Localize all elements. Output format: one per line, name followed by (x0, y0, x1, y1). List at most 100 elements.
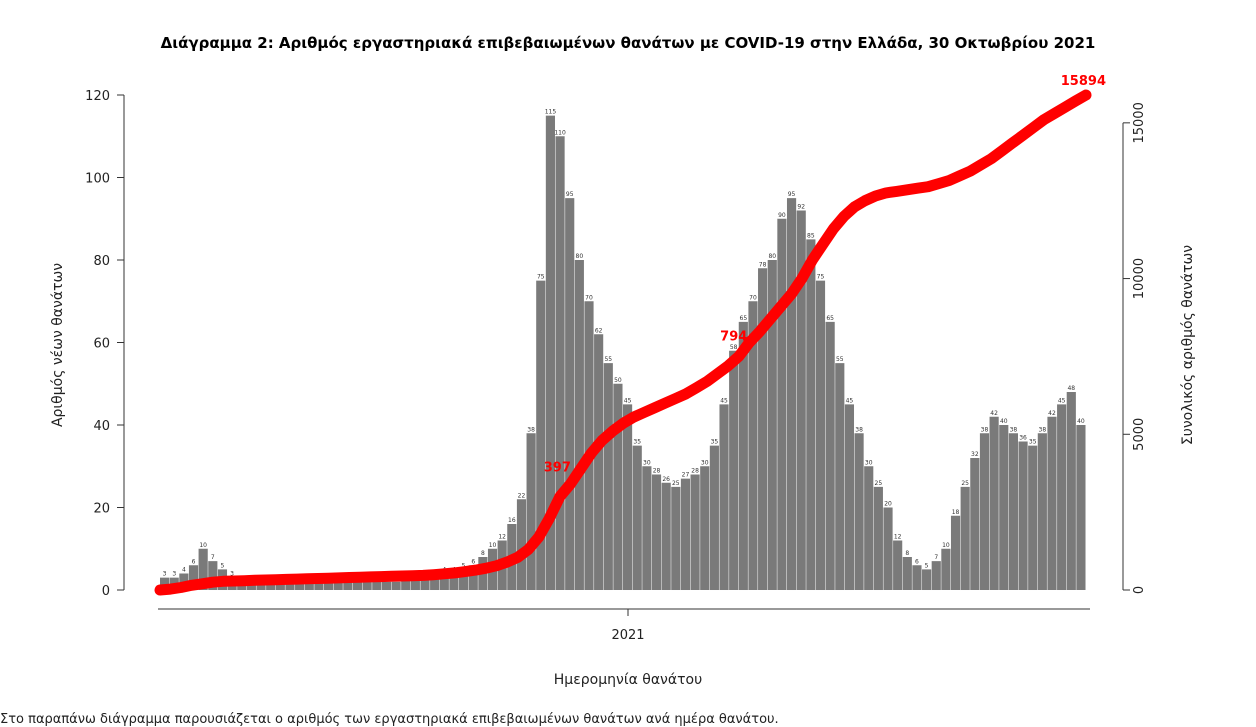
bar (709, 445, 719, 591)
bar (391, 581, 401, 590)
bar-value-label: 35 (1029, 439, 1037, 446)
bar (449, 573, 459, 590)
bar (777, 218, 787, 590)
bar (314, 581, 324, 590)
y-right-tick-label: 5000 (1132, 418, 1147, 451)
bar (333, 581, 343, 590)
bar (902, 557, 912, 590)
bar-value-label: 55 (836, 356, 844, 363)
bar (661, 482, 671, 590)
bar-value-label: 45 (1058, 397, 1066, 404)
y-axis-left-label: Αριθμός νέων θανάτων (50, 263, 66, 427)
bar (873, 486, 883, 591)
bar-value-label: 65 (740, 315, 748, 322)
bar-value-label: 25 (672, 480, 680, 487)
x-axis-label: Ημερομηνία θανάτου (554, 672, 702, 688)
bar-value-label: 16 (508, 517, 516, 524)
bar (266, 581, 276, 590)
y-left-tick-label: 40 (93, 419, 110, 434)
bar (285, 581, 295, 590)
bar (1037, 433, 1047, 590)
bar-value-label: 3 (230, 571, 234, 578)
bar-value-label: 38 (1010, 426, 1018, 433)
bar (815, 280, 826, 591)
bar-value-label: 38 (981, 426, 989, 433)
bar (410, 577, 420, 591)
bar-value-label: 90 (778, 212, 786, 219)
bar-value-label: 38 (527, 426, 535, 433)
bar (459, 569, 469, 591)
bar (343, 581, 353, 590)
bar-value-label: 70 (585, 294, 593, 301)
bar (825, 321, 835, 591)
bar (584, 301, 594, 590)
bar-value-label: 45 (624, 397, 632, 404)
bar (565, 198, 575, 591)
bar (536, 280, 546, 591)
bar (420, 577, 430, 591)
bar (1028, 445, 1038, 591)
bar (690, 474, 700, 590)
bar (989, 416, 999, 590)
bar-value-label: 45 (720, 397, 728, 404)
bar-value-label: 5 (462, 562, 466, 569)
bar-value-label: 70 (749, 294, 757, 301)
bar (208, 561, 218, 591)
bar-value-label: 5 (925, 562, 929, 569)
chart-title: Διάγραμμα 2: Αριθμός εργαστηριακά επιβεβ… (161, 34, 1096, 52)
y-right-tick-label: 0 (1132, 586, 1147, 594)
bar-value-label: 6 (915, 558, 919, 565)
bar-value-label: 10 (489, 542, 497, 549)
bar-value-label: 80 (576, 253, 584, 260)
bar (806, 239, 816, 591)
bar-value-label: 45 (846, 397, 854, 404)
bar-value-label: 3 (172, 571, 176, 578)
bar-value-label: 10 (942, 542, 950, 549)
bar (738, 321, 748, 591)
bar (671, 486, 681, 591)
bar-value-label: 80 (768, 253, 776, 260)
bar-value-label: 4 (182, 567, 186, 574)
bar (729, 350, 739, 590)
cumulative-line (154, 89, 1092, 596)
y-left-tick-label: 60 (93, 337, 110, 352)
bar-value-label: 36 (1019, 435, 1027, 442)
bar-value-label: 27 (682, 472, 690, 479)
bar (999, 425, 1009, 590)
bar-value-label: 22 (518, 492, 526, 499)
bar (883, 507, 893, 590)
bar (700, 466, 710, 590)
bar-value-label: 115 (545, 109, 557, 116)
bar (767, 260, 777, 590)
bar (960, 486, 970, 591)
bar-value-label: 18 (952, 509, 960, 516)
bar (1018, 441, 1028, 590)
bar-value-label: 10 (199, 542, 207, 549)
bar (603, 363, 613, 591)
bar (950, 515, 961, 590)
bar-value-label: 30 (701, 459, 709, 466)
bar (372, 581, 382, 590)
left-axis: 0 20 40 60 80 100 120 (85, 89, 125, 599)
bar-value-label: 25 (875, 480, 883, 487)
bar (381, 581, 392, 590)
bar-value-label: 92 (797, 204, 805, 211)
bar (1047, 416, 1057, 590)
bar (680, 478, 691, 591)
bar (893, 540, 903, 590)
bar-value-label: 75 (537, 274, 545, 281)
cumulative-labels: 397 794 15894 (544, 74, 1106, 475)
bar (555, 136, 565, 590)
bar-value-label: 32 (971, 451, 979, 458)
bar (854, 433, 864, 590)
x-axis: 2021 (158, 608, 1090, 643)
bar (1076, 425, 1086, 590)
bar (970, 458, 980, 590)
y-right-tick-label: 10000 (1132, 258, 1147, 299)
bar (912, 565, 922, 590)
bar-value-label: 38 (1039, 426, 1047, 433)
bar-value-label: 85 (807, 232, 815, 239)
y-axis-right-label: Συνολικός αριθμός θανάτων (1180, 245, 1196, 445)
bar-value-label: 6 (471, 558, 475, 565)
bar-value-label: 65 (826, 315, 834, 322)
